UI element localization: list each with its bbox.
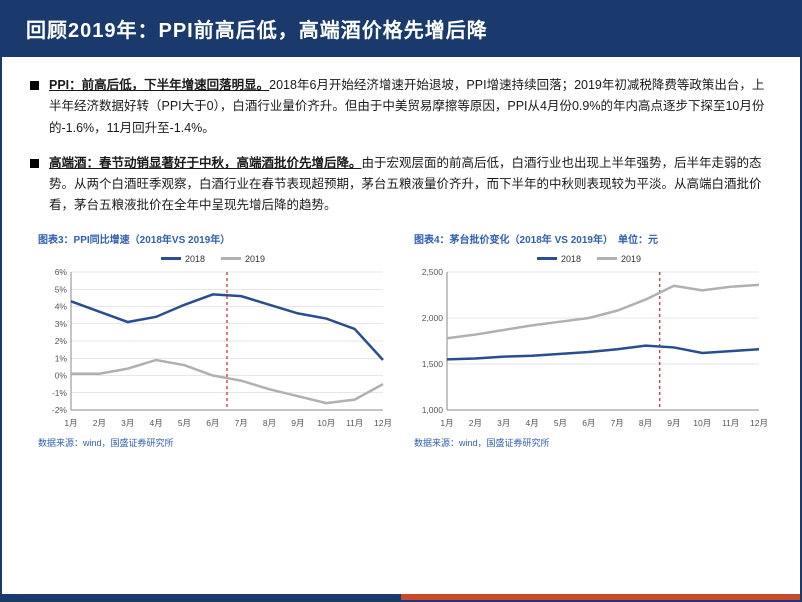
svg-text:12月: 12月 <box>374 418 392 428</box>
svg-text:2%: 2% <box>55 336 68 346</box>
svg-text:9月: 9月 <box>667 418 680 428</box>
svg-text:3%: 3% <box>55 318 68 328</box>
legend-item-2018: 2018 <box>161 254 205 264</box>
svg-text:2,000: 2,000 <box>422 313 444 323</box>
chart-right-legend: 2018 2019 <box>537 254 641 264</box>
legend-item-2018: 2018 <box>537 254 581 264</box>
svg-text:4%: 4% <box>55 301 68 311</box>
svg-text:6月: 6月 <box>206 418 219 428</box>
svg-text:5月: 5月 <box>178 418 191 428</box>
bullet-lead: PPI：前高后低，下半年增速回落明显。 <box>49 78 269 92</box>
legend-label: 2018 <box>561 254 581 264</box>
legend-line-icon <box>537 257 557 260</box>
svg-text:10月: 10月 <box>693 418 711 428</box>
svg-text:7月: 7月 <box>611 418 624 428</box>
svg-text:6月: 6月 <box>582 418 595 428</box>
svg-text:1%: 1% <box>55 353 68 363</box>
legend-item-2019: 2019 <box>221 254 265 264</box>
bullet-item: 高端酒：春节动销显著好于中秋，高端酒批价先增后降。由于宏观层面的前高后低，白酒行… <box>30 153 772 217</box>
slide-content: PPI：前高后低，下半年增速回落明显。2018年6月开始经济增速开始退坡，PPI… <box>2 57 800 459</box>
svg-text:1月: 1月 <box>440 418 453 428</box>
svg-text:11月: 11月 <box>346 418 363 428</box>
footer-accent-bar <box>2 594 800 600</box>
svg-text:2月: 2月 <box>93 418 106 428</box>
chart-right-source: 数据来源：wind，国盛证券研究所 <box>408 436 770 449</box>
bullet-item: PPI：前高后低，下半年增速回落明显。2018年6月开始经济增速开始退坡，PPI… <box>30 75 772 139</box>
svg-text:12月: 12月 <box>750 418 768 428</box>
legend-label: 2019 <box>245 254 265 264</box>
chart-left-container: 图表3：PPI同比增速（2018年VS 2019年） 2018 2019 -2%… <box>32 231 394 449</box>
svg-text:-2%: -2% <box>52 405 68 415</box>
chart-left-legend: 2018 2019 <box>161 254 265 264</box>
svg-text:-1%: -1% <box>52 387 68 397</box>
svg-text:1月: 1月 <box>64 418 77 428</box>
svg-text:8月: 8月 <box>263 418 276 428</box>
svg-text:10月: 10月 <box>317 418 335 428</box>
legend-item-2019: 2019 <box>597 254 641 264</box>
square-bullet-icon <box>30 81 39 90</box>
svg-text:1,000: 1,000 <box>422 405 444 415</box>
bullet-text: 高端酒：春节动销显著好于中秋，高端酒批价先增后降。由于宏观层面的前高后低，白酒行… <box>49 153 772 217</box>
svg-text:4月: 4月 <box>525 418 538 428</box>
svg-text:4月: 4月 <box>149 418 162 428</box>
svg-text:1,500: 1,500 <box>422 359 444 369</box>
chart-left-plot: 2018 2019 -2% -1% 0% 1% 2% 3% 4% 5% 6% 1月 2月 3月 4月 5月… <box>32 252 394 432</box>
legend-label: 2019 <box>621 254 641 264</box>
svg-text:2月: 2月 <box>469 418 482 428</box>
svg-text:8月: 8月 <box>639 418 652 428</box>
legend-line-icon <box>597 257 617 260</box>
slide-title: 回顾2019年：PPI前高后低，高端酒价格先增后降 <box>26 20 488 42</box>
svg-text:5月: 5月 <box>554 418 567 428</box>
svg-text:6%: 6% <box>55 267 68 277</box>
svg-text:5%: 5% <box>55 284 68 294</box>
slide-header: 回顾2019年：PPI前高后低，高端酒价格先增后降 <box>2 0 800 57</box>
legend-label: 2018 <box>185 254 205 264</box>
square-bullet-icon <box>30 159 39 168</box>
svg-text:2,500: 2,500 <box>422 267 444 277</box>
bullet-lead: 高端酒：春节动销显著好于中秋，高端酒批价先增后降。 <box>49 156 362 170</box>
svg-text:0%: 0% <box>55 370 68 380</box>
chart-right-plot: 2018 2019 1,000 1,500 2,000 2,500 1月 2月 3月 4月 5月… <box>408 252 770 432</box>
svg-text:3月: 3月 <box>497 418 510 428</box>
chart-right-container: 图表4：茅台批价变化（2018年 VS 2019年） 单位：元 2018 201… <box>408 231 770 449</box>
svg-text:7月: 7月 <box>235 418 248 428</box>
svg-text:11月: 11月 <box>722 418 739 428</box>
svg-text:9月: 9月 <box>291 418 304 428</box>
chart-left-svg: -2% -1% 0% 1% 2% 3% 4% 5% 6% 1月 2月 3月 4月 5月 6月 7月 8月 9月 10… <box>32 252 394 432</box>
svg-text:3月: 3月 <box>121 418 134 428</box>
chart-right-svg: 1,000 1,500 2,000 2,500 1月 2月 3月 4月 5月 6月 7月 8月 9月 10… <box>408 252 770 432</box>
chart-left-source: 数据来源：wind，国盛证券研究所 <box>32 436 394 449</box>
legend-line-icon <box>161 257 181 260</box>
legend-line-icon <box>221 257 241 260</box>
chart-left-title: 图表3：PPI同比增速（2018年VS 2019年） <box>32 231 394 246</box>
charts-row: 图表3：PPI同比增速（2018年VS 2019年） 2018 2019 -2%… <box>30 231 772 449</box>
chart-right-title: 图表4：茅台批价变化（2018年 VS 2019年） 单位：元 <box>408 231 770 246</box>
bullet-text: PPI：前高后低，下半年增速回落明显。2018年6月开始经济增速开始退坡，PPI… <box>49 75 772 139</box>
